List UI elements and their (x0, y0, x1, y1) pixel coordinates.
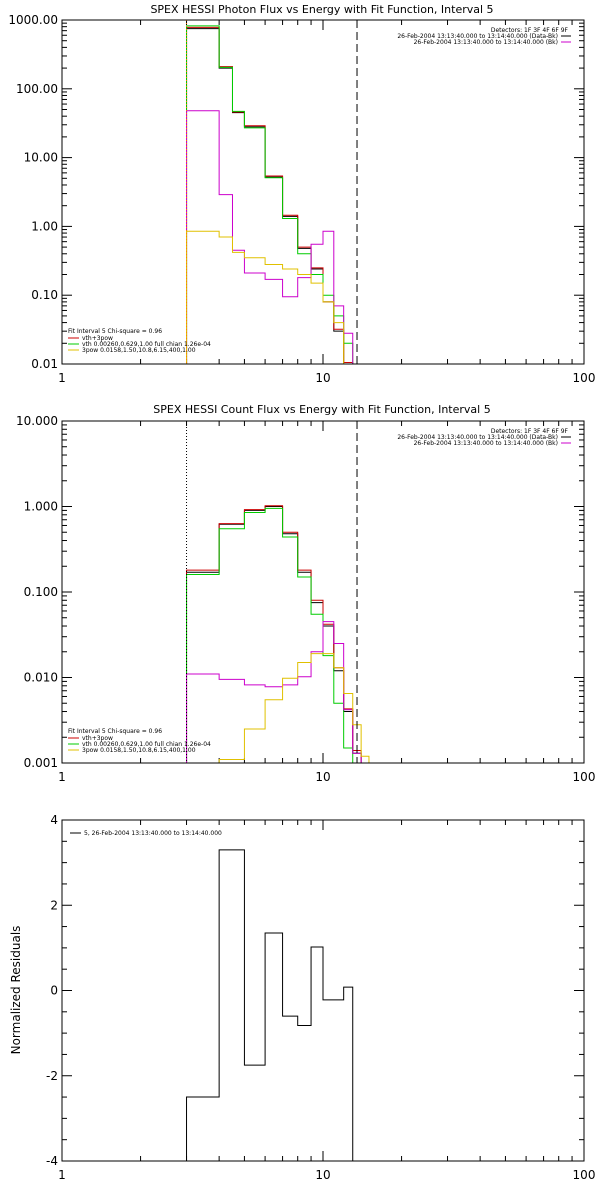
count-flux-legend-total: vth+3pow (82, 735, 113, 742)
count-flux-series-4 (218, 653, 370, 763)
count-flux-legend-vth: vth 0.00260,0.629,1.00 full chian 1.26e-… (82, 741, 211, 748)
photon-flux-plot-frame (61, 19, 585, 365)
photon-flux-panel: SPEX HESSI Photon Flux vs Energy with Fi… (8, 3, 595, 385)
residuals-x-tick-label: 10 (315, 1168, 330, 1182)
photon-flux-axes: 1 10 100 0.01 0.10 1.00 10.00 100.00 1000.00 (8, 13, 595, 385)
residuals-y-axis-label: Normalized Residuals (9, 926, 23, 1055)
photon-flux-legend-top: Detectors: 1F 3F 4F 6F 9F 26-Feb-2004 13… (397, 27, 571, 46)
residuals-series-0 (186, 849, 354, 1161)
residuals-legend: 5, 26-Feb-2004 13:13:40.000 to 13:14:40.… (70, 830, 222, 837)
count-flux-x-tick-label: 100 (573, 770, 596, 784)
photon-flux-y-tick-label: 0.10 (31, 288, 58, 302)
photon-flux-x-tick-label: 1 (58, 371, 66, 385)
count-flux-legend-data-bk: 26-Feb-2004 13:13:40.000 to 13:14:40.000… (397, 434, 558, 441)
photon-flux-x-tick-label: 10 (315, 371, 330, 385)
count-flux-x-tick-label: 10 (315, 770, 330, 784)
photon-flux-y-tick-label: 0.01 (31, 357, 58, 371)
count-flux-y-tick-label: 0.001 (24, 756, 58, 770)
residuals-y-tick-label: -4 (46, 1154, 58, 1168)
photon-flux-series-3 (186, 110, 362, 364)
photon-flux-legend-vth: vth 0.00260,0.629,1.00 full chian 1.26e-… (82, 341, 211, 348)
residuals-panel: 1 10 100 -4 -2 0 2 4 Normalized Residuals 5, 26… (9, 813, 595, 1182)
count-flux-y-tick-label: 0.010 (24, 671, 58, 685)
photon-flux-x-tick-label: 100 (573, 371, 596, 385)
count-flux-legend-3pow: 3pow 0.0158,1.50,10.8,6.15,400,1.00 (82, 747, 196, 754)
photon-flux-series-0 (186, 28, 353, 364)
residuals-y-tick-label: 2 (50, 898, 58, 912)
photon-flux-series (186, 25, 362, 364)
photon-flux-series-2 (186, 25, 362, 364)
count-flux-panel: SPEX HESSI Count Flux vs Energy with Fit… (16, 403, 595, 784)
photon-flux-legend-bk: 26-Feb-2004 13:13:40.000 to 13:14:40.000… (414, 39, 558, 46)
residuals-y-tick-label: 4 (50, 813, 58, 827)
residuals-y-tick-label: 0 (50, 984, 58, 998)
residuals-x-tick-label: 1 (58, 1168, 66, 1182)
count-flux-chart-title: SPEX HESSI Count Flux vs Energy with Fit… (153, 403, 490, 416)
photon-flux-y-tick-label: 1000.00 (8, 13, 58, 27)
photon-flux-y-tick-label: 10.00 (24, 151, 58, 165)
count-flux-series-1 (186, 505, 362, 763)
photon-flux-legend-3pow: 3pow 0.0158,1.50,10.8,6.15,400,1.00 (82, 347, 196, 354)
count-flux-legend-bottom: Fit Interval 5 Chi-square = 0.96 vth+3po… (68, 728, 211, 754)
count-flux-y-tick-label: 0.100 (24, 585, 58, 599)
residuals-x-tick-label: 100 (573, 1168, 596, 1182)
count-flux-legend-detectors: Detectors: 1F 3F 4F 6F 9F (491, 428, 569, 435)
photon-flux-legend-detectors: Detectors: 1F 3F 4F 6F 9F (491, 27, 569, 34)
photon-flux-chart-title: SPEX HESSI Photon Flux vs Energy with Fi… (150, 3, 493, 16)
residuals-plot-frame (61, 819, 585, 1162)
count-flux-series (186, 505, 370, 763)
photon-flux-legend-data-bk: 26-Feb-2004 13:13:40.000 to 13:14:40.000… (397, 33, 558, 40)
count-flux-x-tick-label: 1 (58, 770, 66, 784)
count-flux-markers (186, 421, 358, 763)
count-flux-legend-top: Detectors: 1F 3F 4F 6F 9F 26-Feb-2004 13… (397, 428, 571, 447)
photon-flux-legend-total: vth+3pow (82, 335, 113, 342)
count-flux-series-0 (186, 506, 362, 763)
residuals-series (186, 849, 354, 1161)
count-flux-series-2 (186, 507, 354, 763)
residuals-axes: 1 10 100 -4 -2 0 2 4 (46, 813, 595, 1182)
photon-flux-legend-fit-interval: Fit Interval 5 Chi-square = 0.96 (68, 328, 162, 335)
count-flux-series-3 (186, 621, 362, 763)
count-flux-y-tick-label: 10.000 (16, 414, 58, 428)
photon-flux-markers (186, 20, 358, 364)
count-flux-legend-bk: 26-Feb-2004 13:13:40.000 to 13:14:40.000… (414, 440, 558, 447)
count-flux-legend-fit-interval: Fit Interval 5 Chi-square = 0.96 (68, 728, 162, 735)
photon-flux-series-1 (186, 26, 354, 364)
count-flux-y-tick-label: 1.000 (24, 500, 58, 514)
photon-flux-y-tick-label: 1.00 (31, 219, 58, 233)
photon-flux-y-tick-label: 100.00 (16, 82, 58, 96)
photon-flux-series-4 (186, 230, 345, 364)
residuals-y-tick-label: -2 (46, 1069, 58, 1083)
count-flux-plot-frame (61, 420, 585, 764)
residuals-legend-interval: 5, 26-Feb-2004 13:13:40.000 to 13:14:40.… (84, 830, 222, 837)
photon-flux-legend-bottom: Fit Interval 5 Chi-square = 0.96 vth+3po… (68, 328, 211, 354)
